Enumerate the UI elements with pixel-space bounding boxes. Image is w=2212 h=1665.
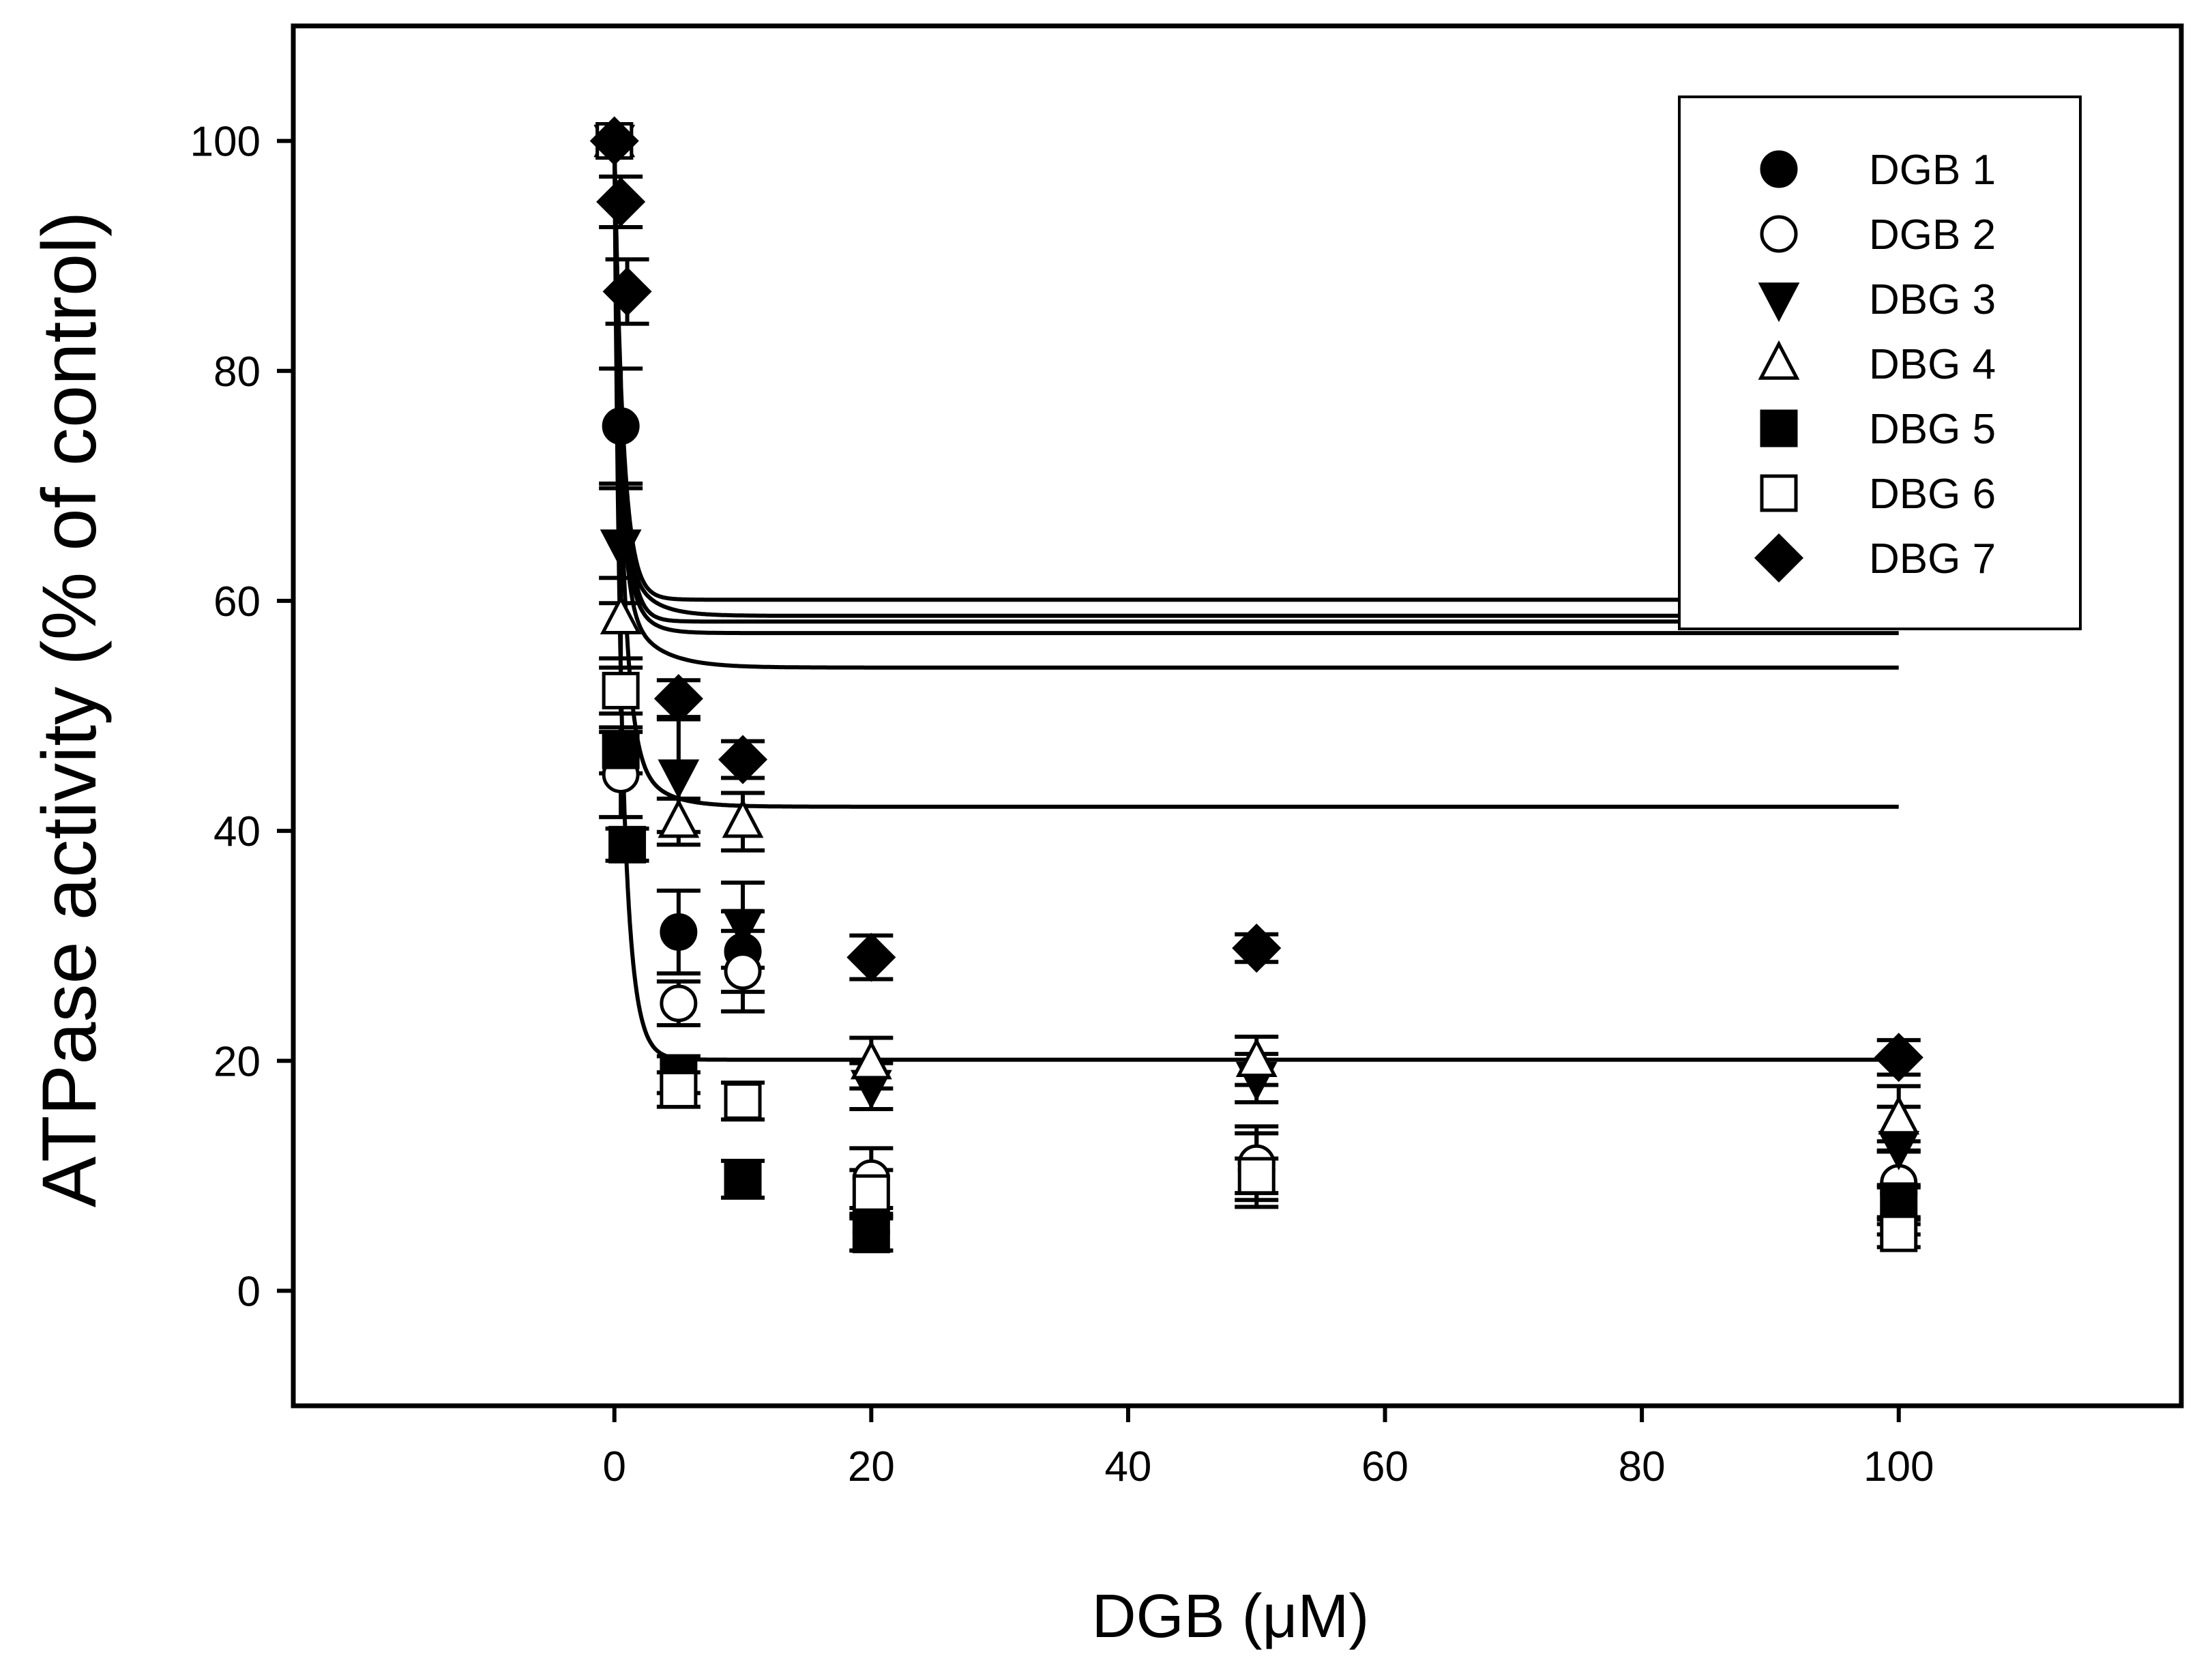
data-point-series-7 [596, 177, 646, 226]
y-tick-label: 80 [213, 349, 261, 396]
data-point-series-4 [1235, 1037, 1278, 1077]
data-points [589, 116, 1923, 1254]
legend-item: DBG 5 [1760, 406, 1996, 453]
data-point-series-5 [852, 1215, 890, 1254]
legend-label: DGB 1 [1869, 147, 1996, 194]
x-tick-label: 40 [1104, 1443, 1151, 1490]
y-tick-label: 100 [190, 119, 261, 166]
data-point-series-4 [658, 798, 700, 838]
legend-label: DBG 6 [1869, 471, 1996, 518]
legend: DGB 1 DGB 2 DBG 3 DBG 4 DBG 5 DBG 6 DBG 7 [1678, 95, 2082, 630]
y-axis: 0 20 40 60 80 100 [190, 119, 293, 1315]
y-axis-title: ATPase activity (% of control) [27, 211, 112, 1208]
legend-label: DGB 2 [1869, 211, 1996, 259]
legend-marker [1758, 340, 1800, 380]
data-point-series-7 [602, 267, 652, 316]
legend-box [1678, 95, 2082, 630]
legend-marker [1758, 282, 1800, 323]
legend-marker [1760, 215, 1798, 253]
data-point-series-6 [602, 671, 640, 709]
fit-curve-3 [612, 141, 1899, 602]
data-point-series-6 [724, 1082, 762, 1120]
legend-item: DBG 4 [1758, 340, 1996, 388]
legend-item: DBG 7 [1754, 533, 1996, 583]
legend-item: DBG 6 [1760, 471, 1996, 518]
data-point-series-4 [1878, 1095, 1920, 1135]
x-tick-label: 0 [603, 1443, 626, 1490]
y-tick-label: 40 [213, 808, 261, 855]
legend-item: DGB 1 [1760, 147, 1996, 194]
legend-marker [1754, 533, 1804, 583]
data-point-series-4 [722, 798, 764, 838]
data-point-series-7 [1874, 1033, 1923, 1082]
data-point-series-7 [846, 932, 896, 982]
x-tick-label: 20 [848, 1443, 895, 1490]
data-point-series-6 [852, 1174, 890, 1212]
data-point-series-5 [724, 1160, 762, 1198]
legend-label: DBG 4 [1869, 341, 1996, 388]
y-tick-label: 60 [213, 578, 261, 625]
y-tick-label: 0 [237, 1268, 261, 1315]
data-point-series-4 [850, 1040, 892, 1080]
data-point-series-7 [653, 674, 703, 724]
data-point-series-6 [660, 1070, 698, 1108]
data-point-series-7 [1232, 924, 1282, 973]
data-point-series-5 [1880, 1182, 1918, 1220]
legend-items: DGB 1 DGB 2 DBG 3 DBG 4 DBG 5 DBG 6 DBG 7 [1754, 147, 1996, 583]
data-point-series-5 [608, 825, 647, 864]
x-tick-label: 80 [1619, 1443, 1666, 1490]
data-point-series-7 [589, 116, 639, 166]
fit-curve-6 [612, 141, 1899, 636]
legend-item: DBG 3 [1758, 276, 1996, 323]
data-point-series-6 [1237, 1157, 1275, 1195]
x-axis-title: DGB (μM) [1092, 1582, 1370, 1651]
x-axis: 0 20 40 60 80 100 [603, 1406, 1934, 1490]
legend-marker [1760, 409, 1798, 447]
plot-frame [291, 23, 2184, 1409]
fit-curve-4 [612, 141, 1899, 624]
fit-curve-7 [612, 141, 1899, 1062]
data-point-series-1 [660, 913, 698, 951]
data-point-series-5 [602, 731, 640, 769]
fit-curves [612, 141, 1899, 1062]
data-point-series-2 [660, 984, 698, 1022]
data-point-series-2 [724, 952, 762, 990]
data-point-series-3 [722, 909, 764, 949]
legend-item: DGB 2 [1760, 211, 1996, 259]
data-point-series-1 [602, 407, 640, 445]
x-tick-label: 100 [1863, 1443, 1934, 1490]
data-point-series-3 [658, 759, 700, 799]
data-point-series-3 [600, 529, 642, 570]
data-point-series-7 [718, 735, 768, 784]
legend-marker [1760, 150, 1798, 188]
legend-label: DBG 5 [1869, 406, 1996, 453]
legend-marker [1760, 474, 1798, 512]
y-tick-label: 20 [213, 1038, 261, 1085]
fit-curve-5 [612, 141, 1899, 809]
x-tick-label: 60 [1361, 1443, 1409, 1490]
legend-label: DBG 7 [1869, 535, 1996, 583]
legend-label: DBG 3 [1869, 276, 1996, 323]
data-point-series-4 [600, 595, 642, 634]
data-point-series-6 [1880, 1214, 1918, 1252]
